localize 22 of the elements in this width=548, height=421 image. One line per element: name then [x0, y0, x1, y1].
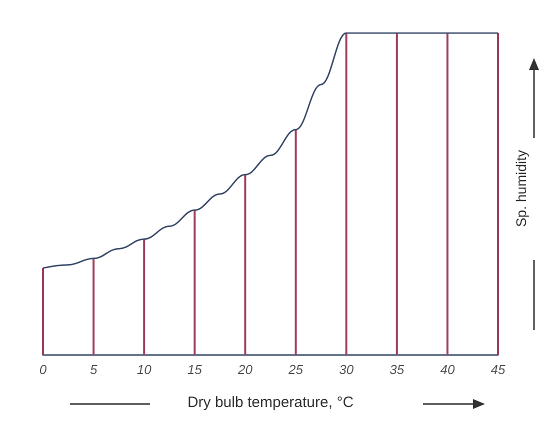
x-tick-label: 35 — [390, 362, 405, 377]
x-tick-label: 40 — [440, 362, 456, 377]
y-axis-title: Sp. humidity — [513, 150, 529, 228]
x-axis-title: Dry bulb temperature, °C — [187, 394, 354, 411]
x-tick-label: 15 — [187, 362, 203, 377]
bar — [497, 33, 499, 355]
x-tick-label: 30 — [339, 362, 354, 377]
x-tick-label: 5 — [90, 362, 98, 377]
bar — [92, 258, 95, 355]
x-tick-label: 20 — [236, 362, 254, 377]
x-tick-label: 10 — [136, 362, 152, 377]
bar — [396, 33, 398, 355]
bar — [294, 130, 297, 355]
x-tick-label: 0 — [39, 362, 48, 377]
x-tick-label: 25 — [288, 362, 304, 377]
bar — [244, 174, 246, 355]
bar — [345, 33, 348, 355]
bar — [446, 33, 448, 355]
bar — [194, 210, 196, 355]
bar — [143, 239, 146, 355]
x-tick-label: 45 — [490, 362, 506, 377]
bar — [42, 268, 44, 355]
